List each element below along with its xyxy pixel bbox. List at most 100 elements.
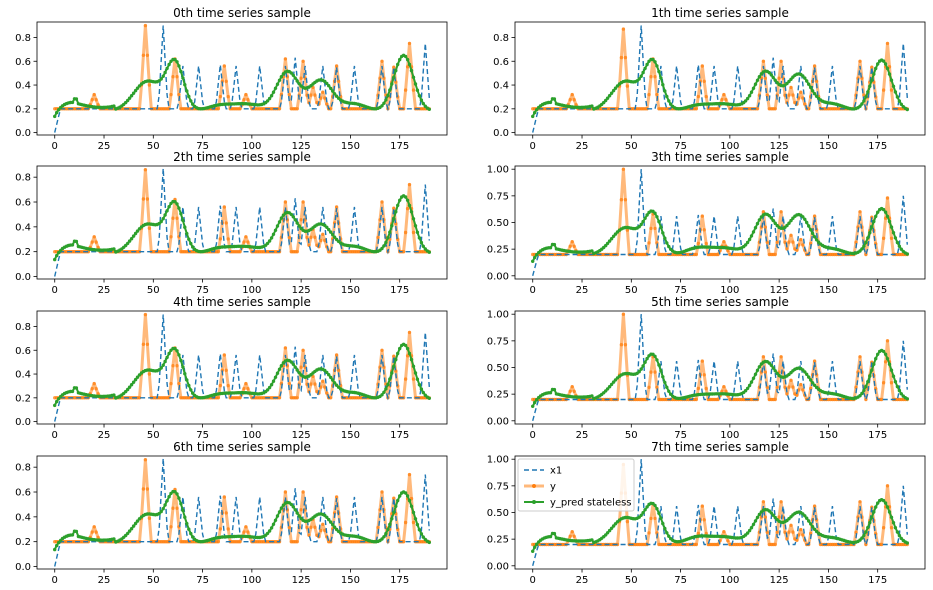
y-pred-series-point — [396, 351, 400, 356]
y-series-point — [392, 496, 396, 500]
x-tick-label: 125 — [770, 141, 789, 152]
y-series-point — [889, 526, 894, 530]
y-pred-series-point — [409, 68, 414, 73]
y-series-point — [244, 381, 248, 386]
y-series-point — [716, 397, 720, 402]
y-series-point — [785, 247, 789, 251]
y-pred-series-point — [386, 93, 390, 98]
y-series-point — [96, 392, 100, 396]
y-series-point — [325, 391, 329, 395]
y-tick-label: 0.4 — [15, 512, 31, 523]
y-pred-series-point — [767, 71, 771, 75]
plot-area — [531, 167, 909, 276]
y-pred-series-point — [129, 383, 134, 387]
y-pred-series-point — [398, 346, 402, 351]
y-pred-series-point — [267, 385, 272, 390]
y-series-point — [301, 59, 305, 63]
y-pred-series-point — [665, 241, 669, 245]
y-pred-series-point — [380, 537, 384, 541]
y-pred-series-point — [864, 530, 868, 534]
y-series-point — [870, 505, 874, 509]
y-pred-series-point — [277, 367, 282, 371]
y-pred-series-point — [769, 511, 773, 515]
y-series-point — [649, 516, 653, 521]
y-series-point — [858, 210, 862, 214]
y-pred-series-point — [380, 393, 384, 397]
y-pred-series-point — [810, 525, 815, 529]
y-tick-label: 1.00 — [487, 310, 509, 321]
y-pred-series-point — [275, 224, 280, 228]
y-series-point — [92, 92, 96, 97]
y-tick-label: 0.0 — [15, 272, 31, 283]
y-pred-series-point — [187, 383, 191, 388]
y-pred-series-point — [135, 519, 140, 523]
y-pred-series-point — [755, 78, 760, 83]
y-series-point — [171, 75, 175, 79]
y-pred-series-point — [167, 495, 171, 499]
y-pred-series-point — [773, 221, 777, 225]
x-tick-label: 125 — [292, 430, 311, 441]
y-series-point — [392, 65, 396, 69]
y-pred-series-point — [653, 503, 657, 508]
x-tick-label: 125 — [770, 285, 789, 296]
y-series-point — [323, 385, 327, 389]
y-series-point — [299, 508, 303, 512]
y-series-point — [885, 196, 890, 200]
y-series-point — [380, 490, 384, 494]
y-pred-series-point — [645, 505, 649, 509]
y-series-point — [411, 230, 416, 235]
y-series-point — [405, 65, 410, 69]
y-pred-series-point — [183, 515, 187, 519]
y-pred-series-point — [639, 367, 643, 371]
y-series-point — [761, 59, 766, 63]
y-series-point — [401, 540, 406, 544]
y-pred-series-point — [126, 531, 130, 536]
y-pred-series-point — [419, 387, 424, 391]
y-series-point — [334, 353, 339, 357]
subplot-title: 5th time series sample — [651, 295, 789, 309]
y-series-point — [218, 527, 222, 531]
y-pred-series-point — [332, 525, 337, 529]
y-series-point — [570, 385, 574, 389]
y-series-point — [787, 385, 791, 389]
y-series-point — [787, 93, 791, 97]
y-tick-label: 0.50 — [487, 363, 509, 374]
y-pred-series-point — [887, 510, 892, 514]
y-pred-series-point — [667, 244, 671, 249]
y-pred-series-point — [419, 240, 424, 245]
y-pred-series-point — [427, 250, 431, 254]
y-tick-label: 0.6 — [15, 346, 31, 357]
y-series-point — [167, 396, 171, 400]
y-pred-series-point — [659, 76, 663, 80]
x-tick-label: 25 — [576, 285, 589, 296]
x1-series-line — [54, 458, 430, 567]
y-pred-series-point — [112, 393, 116, 397]
y-series-point — [789, 378, 793, 382]
y-pred-series-point — [74, 529, 79, 534]
y-pred-series-point — [275, 514, 280, 518]
y-pred-series-point — [653, 60, 657, 64]
y-series-point — [145, 197, 150, 201]
y-series-point — [295, 107, 299, 111]
axes-frame — [36, 455, 448, 570]
y-pred-series-point — [889, 515, 894, 519]
y-series-point — [789, 85, 793, 90]
x-tick-label: 150 — [819, 430, 838, 441]
y-pred-series-point — [332, 92, 337, 96]
y-pred-series-point — [133, 377, 138, 382]
y-pred-series-point — [55, 110, 59, 115]
y-pred-series-point — [874, 357, 878, 361]
y-series-point — [336, 368, 341, 372]
y-series-point — [295, 540, 299, 544]
y-pred-series-point — [897, 388, 902, 393]
x-tick-label: 75 — [674, 575, 687, 586]
y-pred-series-point — [897, 244, 902, 248]
y-pred-series-point — [384, 531, 388, 536]
y-series-point — [403, 88, 408, 92]
y-pred-series-point — [885, 505, 890, 509]
y-tick-label: 0.4 — [15, 370, 31, 381]
y-series-point — [702, 373, 706, 377]
y-series-point — [885, 339, 890, 343]
y-series-point — [380, 200, 384, 204]
y-pred-series-point — [749, 526, 754, 530]
